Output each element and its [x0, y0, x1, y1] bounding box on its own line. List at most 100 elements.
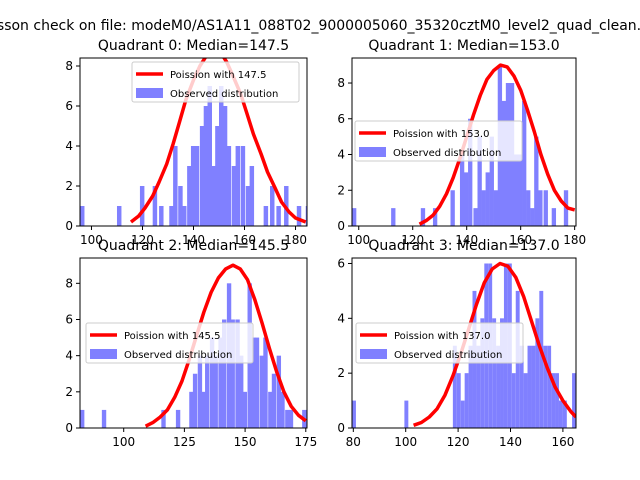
hist-bar — [391, 208, 396, 226]
hist-bar — [259, 355, 265, 428]
y-tick-label: 0 — [337, 421, 345, 435]
hist-bar — [496, 345, 501, 428]
hist-bar — [285, 409, 290, 428]
legend-patch-swatch — [360, 349, 387, 359]
figure-suptitle: Poisson check on file: modeM0/AS1A11_088… — [0, 18, 640, 34]
x-tick-label: 175 — [294, 435, 317, 449]
y-tick-label: 6 — [337, 256, 345, 270]
legend-box — [355, 322, 524, 364]
hist-bar — [249, 166, 255, 226]
poisson-curve — [129, 58, 307, 224]
hist-bar — [235, 146, 241, 226]
axes-frame — [351, 257, 577, 429]
hist-bar — [500, 318, 504, 428]
legend-box — [354, 120, 523, 162]
hist-bar — [460, 400, 465, 428]
legend-patch-swatch — [359, 147, 386, 157]
hist-bar — [207, 86, 212, 226]
hist-bar — [270, 186, 275, 226]
hist-bar — [547, 345, 552, 428]
legend-patch-swatch — [90, 349, 117, 359]
hist-bar — [116, 206, 122, 226]
x-tick-label: 140 — [455, 233, 478, 247]
y-tick-label: 6 — [337, 112, 345, 126]
legend-label-poisson: Poission with 137.0 — [394, 331, 490, 342]
y-tick-label: 4 — [65, 349, 73, 363]
y-tick-label: 2 — [337, 366, 345, 380]
hist-bar — [551, 373, 556, 428]
hist-bar — [501, 100, 507, 226]
hist-bar — [558, 400, 563, 428]
hist-bar — [187, 166, 192, 226]
hist-bar — [404, 400, 409, 428]
hist-bar — [201, 391, 206, 428]
panel-0: 100 120 140 160 180 0 2 4 6 8 Quadrant 0: Median=1… — [65, 38, 308, 247]
hist-bar — [538, 190, 543, 226]
hist-bar — [468, 118, 473, 226]
hist-bar — [526, 190, 531, 226]
hist-bar — [209, 337, 215, 428]
hist-bar — [199, 126, 205, 226]
x-tick-label: 100 — [80, 233, 103, 247]
hist-bar — [522, 100, 527, 226]
hist-bar — [254, 337, 260, 428]
legend-label-poisson: Poission with 147.5 — [170, 70, 266, 81]
legend-label-observed: Observed distribution — [170, 89, 278, 100]
x-tick-label: 120 — [131, 233, 154, 247]
hist-bar — [222, 319, 227, 428]
y-tick-label: 0 — [65, 219, 73, 233]
hist-bar — [543, 345, 548, 428]
x-tick-label: 160 — [551, 435, 574, 449]
hist-bar — [152, 186, 158, 226]
hist-bar — [493, 190, 499, 226]
hist-bar — [276, 206, 281, 226]
y-tick-label: 4 — [65, 139, 73, 153]
hist-bar — [572, 373, 576, 428]
hist-bar — [190, 146, 196, 226]
hist-bar — [218, 337, 223, 428]
hist-bar — [464, 172, 469, 226]
hist-bar — [219, 86, 224, 226]
hist-bar — [280, 391, 285, 428]
y-tick-label: 4 — [337, 311, 345, 325]
hist-bar — [161, 409, 166, 428]
panel-2: 100 125 150 175 0 2 4 6 8 Quadrant 2: Median=145.… — [65, 238, 317, 449]
hist-bar — [276, 355, 282, 428]
hist-bar — [268, 391, 273, 428]
hist-bar — [452, 345, 457, 428]
y-tick-label: 0 — [337, 219, 345, 233]
x-tick-label: 180 — [563, 233, 586, 247]
hist-bar — [80, 409, 85, 428]
y-tick-label: 8 — [65, 59, 73, 73]
hist-bar — [480, 318, 485, 428]
legend: Poission with 145.5 Observed distribution — [85, 322, 254, 364]
x-tick-label: 160 — [509, 233, 532, 247]
legend: Poission with 137.0 Observed distribution — [355, 322, 524, 364]
hist-bar — [530, 208, 535, 226]
panel-title: Quadrant 2: Median=145.5 — [98, 238, 289, 254]
plot-layer — [80, 263, 307, 428]
hist-bar — [213, 355, 218, 428]
legend: Poission with 147.5 Observed distribution — [131, 61, 300, 103]
hist-bar — [203, 106, 209, 226]
y-tick-label: 8 — [337, 76, 345, 90]
poisson-curve — [144, 263, 307, 428]
hist-bar — [182, 206, 187, 226]
plot-layer — [80, 58, 307, 226]
legend-patch-swatch — [136, 88, 163, 98]
hist-bar — [523, 373, 528, 428]
hist-bar — [205, 355, 210, 428]
hist-bar — [511, 373, 516, 428]
hist-bar — [169, 206, 174, 226]
panel-title: Quadrant 3: Median=137.0 — [368, 238, 559, 254]
hist-bar — [555, 373, 559, 428]
hist-bar — [239, 355, 244, 428]
y-tick-label: 2 — [337, 183, 345, 197]
hist-bar — [80, 206, 85, 226]
hist-bar — [459, 154, 465, 226]
hist-bar — [420, 208, 426, 226]
hist-bar — [139, 186, 145, 226]
hist-bar — [519, 345, 524, 428]
legend-label-poisson: Poission with 145.5 — [124, 331, 220, 342]
